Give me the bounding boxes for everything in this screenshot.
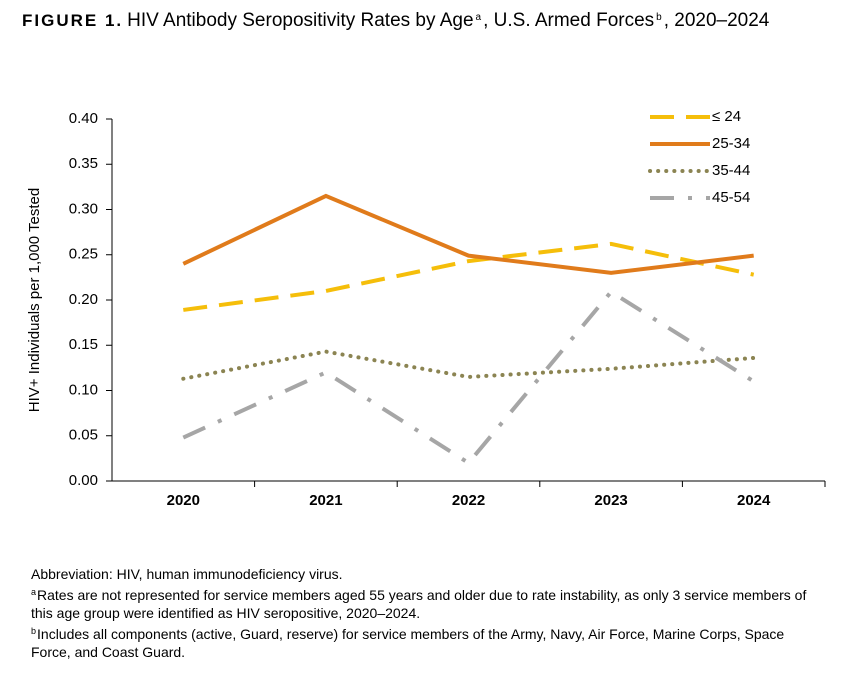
- footnote-marker: a: [31, 587, 37, 597]
- title-text: , U.S. Armed Forces: [483, 10, 655, 31]
- y-tick-label: 0.15: [69, 336, 98, 353]
- footnote-text: Includes all components (active, Guard, …: [31, 626, 785, 660]
- footnote: aRates are not represented for service m…: [31, 583, 821, 622]
- y-tick-label: 0.25: [69, 246, 98, 263]
- series-line: [181, 349, 756, 381]
- chart: HIV+ Individuals per 1,000 Tested 0.00 0.…: [26, 108, 826, 509]
- x-tick-label: 2024: [737, 492, 771, 509]
- y-tick-label: 0.35: [69, 155, 98, 172]
- legend-label: 25-34: [712, 135, 750, 152]
- title-sup: a: [475, 12, 482, 23]
- x-tick-label: 2022: [452, 492, 485, 509]
- y-tick-label: 0.10: [69, 381, 98, 398]
- y-tick-label: 0.00: [69, 472, 98, 489]
- legend-label: 45-54: [712, 189, 750, 206]
- chart-title: FIGURE 1. HIV Antibody Seropositivity Rat…: [22, 10, 769, 32]
- x-tick-label: 2020: [167, 492, 200, 509]
- notes: Abbreviation: HIV, human immunodeficienc…: [31, 565, 821, 661]
- series-line: [182, 193, 754, 275]
- legend-label: 35-44: [712, 162, 750, 179]
- y-axis-label: HIV+ Individuals per 1,000 Tested: [26, 188, 43, 412]
- series-line: [183, 241, 755, 312]
- title-text: HIV Antibody Seropositivity Rates by Age: [127, 10, 474, 31]
- x-tick-label: 2023: [594, 492, 627, 509]
- legend-label: ≤ 24: [712, 108, 741, 125]
- y-tick-label: 0.30: [69, 200, 98, 217]
- footnote-text: Rates are not represented for service me…: [31, 587, 807, 621]
- title-sup: b: [656, 12, 662, 23]
- x-tick-label: 2021: [309, 492, 342, 509]
- y-tick-label: 0.05: [69, 427, 98, 444]
- footnote: bIncludes all components (active, Guard,…: [31, 622, 821, 661]
- y-tick-label: 0.40: [69, 110, 98, 127]
- footnote-marker: b: [31, 626, 37, 636]
- abbreviation: Abbreviation: HIV, human immunodeficienc…: [31, 566, 343, 582]
- y-tick-label: 0.20: [69, 291, 98, 308]
- figure-label: FIGURE 1.: [22, 11, 124, 30]
- title-text: , 2020–2024: [663, 10, 770, 31]
